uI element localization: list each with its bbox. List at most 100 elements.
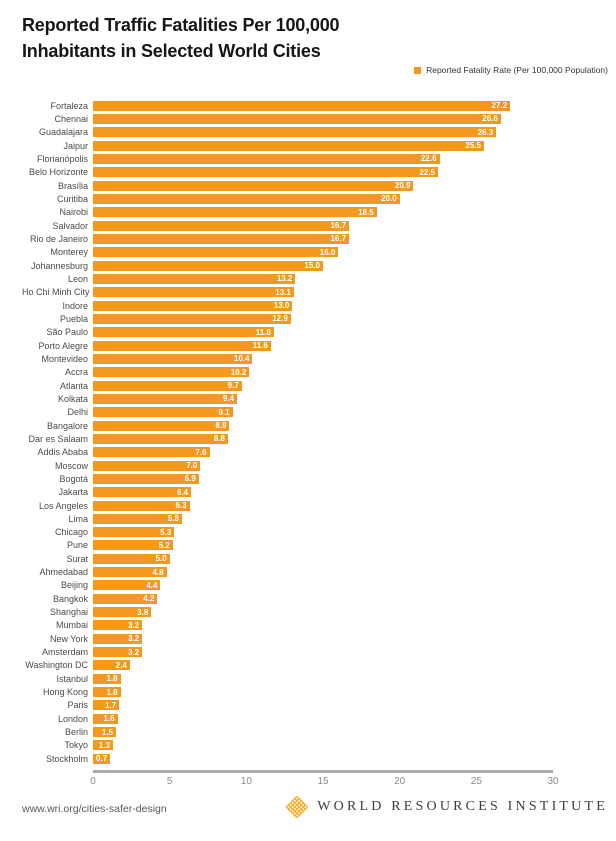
city-label: Tokyo xyxy=(64,740,88,751)
bar: 13.0 xyxy=(93,300,293,311)
city-label: Lima xyxy=(68,513,88,524)
bar-track: 3.2 xyxy=(93,633,553,644)
bar-value-label: 22.6 xyxy=(420,154,437,164)
bar-value-label: 1.8 xyxy=(106,687,118,697)
bar-track: 18.5 xyxy=(93,207,553,218)
city-label: Bangkok xyxy=(52,593,88,604)
bar-track: 16.7 xyxy=(93,220,553,231)
bar-track: 16.0 xyxy=(93,247,553,258)
bar-track: 20.9 xyxy=(93,180,553,191)
bar-value-label: 5.0 xyxy=(155,554,167,564)
city-label: Chennai xyxy=(54,113,88,124)
x-tick-label: 5 xyxy=(166,776,173,787)
bar-row: Hong Kong 1.8 xyxy=(22,685,594,698)
bar: 7.0 xyxy=(93,460,201,471)
bar-value-label: 3.2 xyxy=(127,647,140,657)
bar-track: 16.7 xyxy=(93,233,553,244)
bar-value-label: 3.2 xyxy=(127,634,140,644)
city-label: Porto Alegre xyxy=(38,340,88,351)
bar-track: 7.0 xyxy=(93,460,553,471)
bar-track: 9.1 xyxy=(93,407,553,418)
city-label: Amsterdam xyxy=(41,647,88,658)
bar-value-label: 13.1 xyxy=(275,287,291,297)
bar-chart: Fortaleza 27.2 Chennai 26.6 Guadalajara 26.3 J… xyxy=(22,99,594,765)
bar-row: Porto Alegre 11.6 xyxy=(22,339,594,352)
bar-rows: Fortaleza 27.2 Chennai 26.6 Guadalajara 26.3 J… xyxy=(22,99,594,765)
bar-value-label: 1.5 xyxy=(101,727,113,737)
bar-value-label: 16.0 xyxy=(319,247,336,257)
bar-track: 1.7 xyxy=(93,700,553,711)
bar: 1.8 xyxy=(93,673,121,684)
bar-track: 4.2 xyxy=(93,593,553,604)
bar: 4.4 xyxy=(93,580,161,591)
wri-crosshatch-icon xyxy=(286,795,309,819)
bar-track: 3.2 xyxy=(93,620,553,631)
bar-track: 4.8 xyxy=(93,567,553,578)
bar-row: Amsterdam 3.2 xyxy=(22,645,594,658)
wri-logo: WORLD RESOURCES INSTITUTE xyxy=(285,795,608,819)
legend-label: Reported Fatality Rate (Per 100,000 Popu… xyxy=(426,65,608,75)
chart-title-line1: Reported Traffic Fatalities Per 100,000 xyxy=(22,15,340,35)
city-label: Pune xyxy=(66,540,88,551)
bar-value-label: 16.7 xyxy=(330,221,347,231)
bar-value-label: 7.0 xyxy=(186,461,198,471)
bar: 12.9 xyxy=(93,313,291,324)
bar: 5.8 xyxy=(93,513,182,524)
bar-track: 1.8 xyxy=(93,687,553,698)
bar-track: 26.3 xyxy=(93,127,553,138)
bar-row: Dar es Salaam 8.8 xyxy=(22,432,594,445)
city-label: Washington DC xyxy=(25,660,88,671)
bar-track: 6.9 xyxy=(93,473,553,484)
bar-row: Jaipur 25.5 xyxy=(22,139,594,152)
bar: 13.1 xyxy=(93,287,294,298)
bar-track: 1.5 xyxy=(93,727,553,738)
x-tick-label: 20 xyxy=(394,776,406,787)
bar: 11.8 xyxy=(93,327,274,338)
bar-value-label: 15.0 xyxy=(304,261,320,271)
bar-value-label: 0.7 xyxy=(96,754,108,764)
bar-row: Surat 5.0 xyxy=(22,552,594,565)
bar-row: Tokyo 1.3 xyxy=(22,739,594,752)
bar-value-label: 12.9 xyxy=(272,314,288,324)
bar-row: New York 3.2 xyxy=(22,632,594,645)
bar-row: São Paulo 11.8 xyxy=(22,326,594,339)
bar-row: Lima 5.8 xyxy=(22,512,594,525)
bar-row: Jakarta 6.4 xyxy=(22,486,594,499)
bar-row: Stockholm 0.7 xyxy=(22,752,594,765)
bar: 1.8 xyxy=(93,687,121,698)
city-label: New York xyxy=(49,633,88,644)
footer-url: www.wri.org/cities-safer-design xyxy=(22,803,167,815)
bar-track: 1.3 xyxy=(93,740,553,751)
bar: 3.2 xyxy=(93,647,143,658)
bar: 6.4 xyxy=(93,487,192,498)
bar-value-label: 4.2 xyxy=(143,594,155,604)
bar-track: 25.5 xyxy=(93,140,553,151)
bar: 7.6 xyxy=(93,447,210,458)
bar-value-label: 9.7 xyxy=(227,381,239,391)
wri-wordmark: WORLD RESOURCES INSTITUTE xyxy=(317,799,608,814)
bar-track: 11.6 xyxy=(93,340,553,351)
bar: 26.3 xyxy=(93,127,497,138)
bar-row: Pune 5.2 xyxy=(22,539,594,552)
bar-row: Brasília 20.9 xyxy=(22,179,594,192)
bar-row: Salvador 16.7 xyxy=(22,219,594,232)
bar-value-label: 5.2 xyxy=(158,540,170,550)
bar: 20.9 xyxy=(93,180,414,191)
bar: 1.6 xyxy=(93,713,118,724)
bar-row: Shanghai 3.8 xyxy=(22,605,594,618)
city-label: Chicago xyxy=(54,527,88,538)
bar-row: Kolkata 9.4 xyxy=(22,392,594,405)
city-label: Istanbul xyxy=(56,673,88,684)
bar-track: 15.0 xyxy=(93,260,553,271)
bar-value-label: 22.5 xyxy=(419,167,435,177)
bar-track: 9.7 xyxy=(93,380,553,391)
bar-track: 13.1 xyxy=(93,287,553,298)
bar: 9.4 xyxy=(93,393,238,404)
bar-value-label: 25.5 xyxy=(465,141,481,151)
bar-track: 5.8 xyxy=(93,513,553,524)
bar-value-label: 16.7 xyxy=(330,234,347,244)
bar-track: 8.8 xyxy=(93,433,553,444)
bar-track: 2.4 xyxy=(93,660,553,671)
bar-value-label: 10.2 xyxy=(230,367,247,377)
bar-track: 10.4 xyxy=(93,353,553,364)
